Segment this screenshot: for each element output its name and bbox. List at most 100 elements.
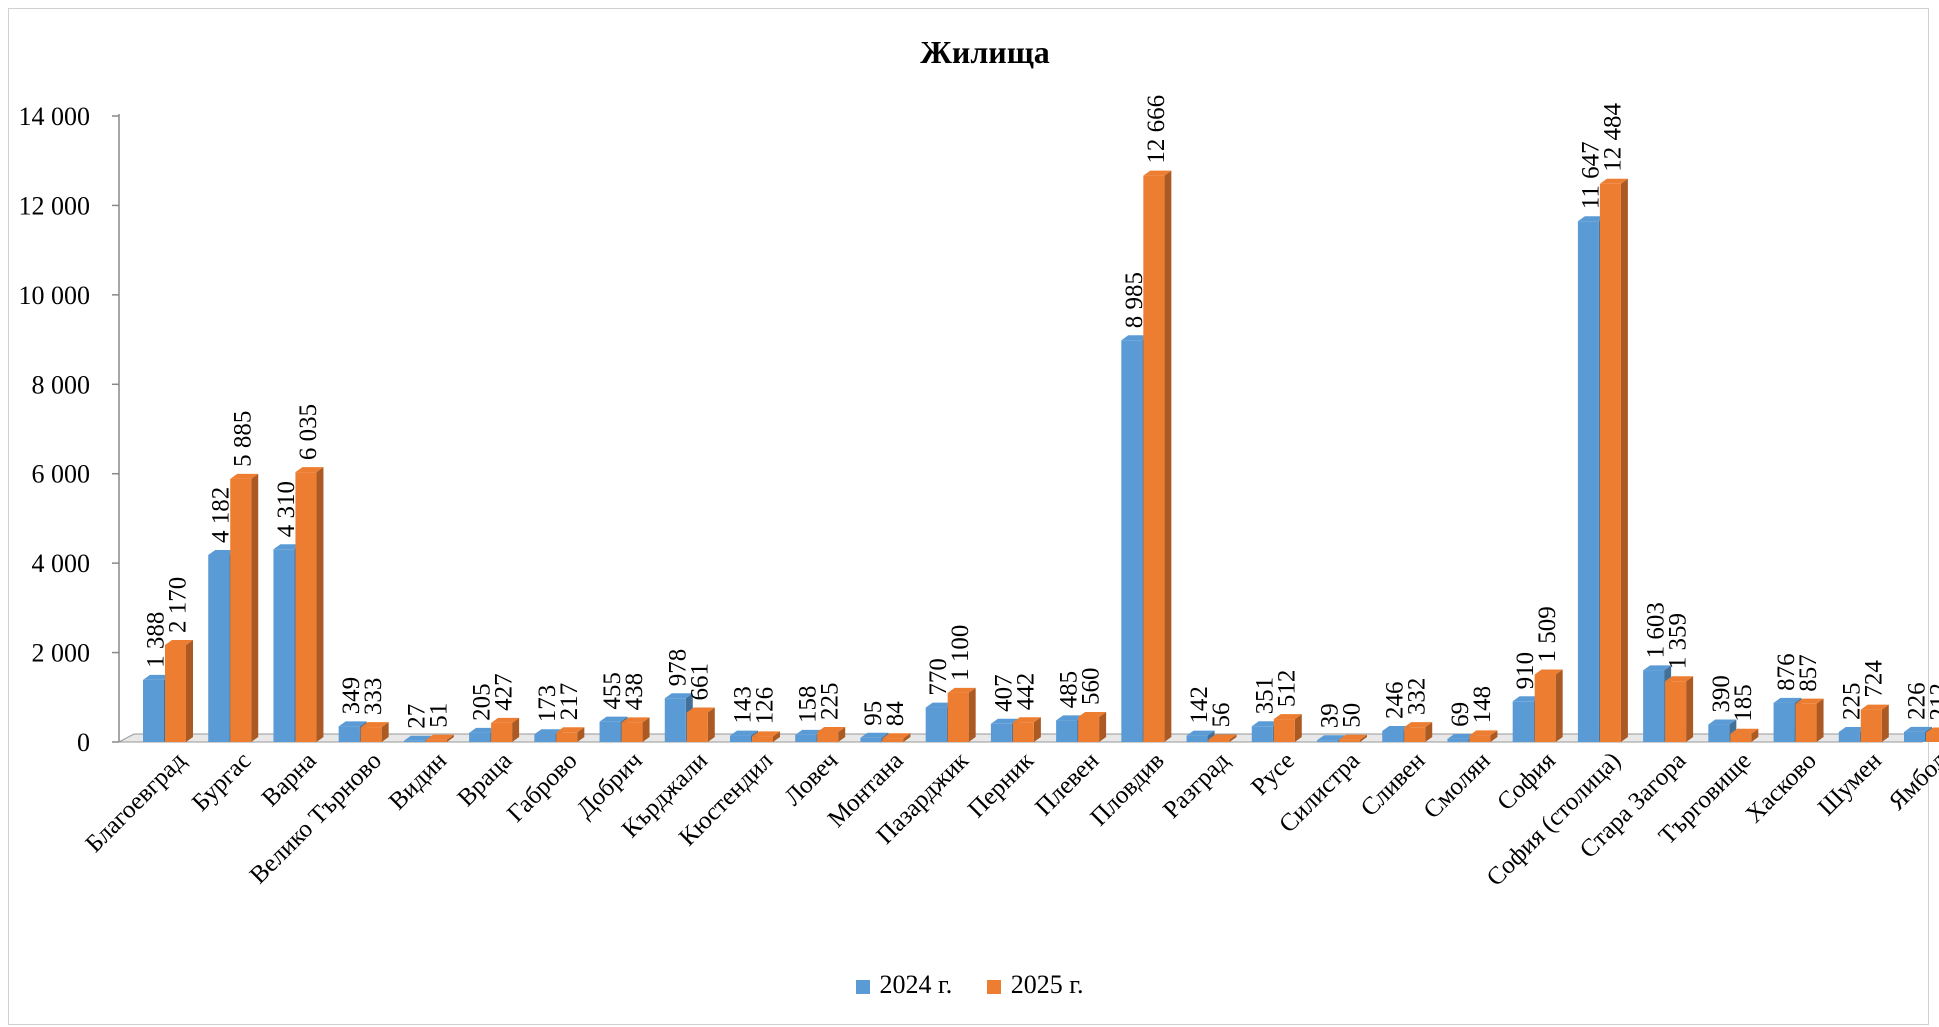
- bar: [817, 726, 846, 742]
- data-label: 226: [1904, 682, 1931, 720]
- bar-front: [1469, 735, 1491, 742]
- bar-top: [273, 544, 302, 550]
- bar-front: [491, 722, 513, 742]
- bar-front: [1577, 221, 1599, 742]
- bar-top: [360, 722, 389, 728]
- data-label: 95: [860, 701, 887, 726]
- bar-front: [1730, 733, 1752, 742]
- bar-front: [1012, 722, 1034, 742]
- bar-top: [599, 716, 628, 722]
- bar-top: [1273, 714, 1302, 720]
- bar: [491, 717, 520, 742]
- bar-front: [1534, 674, 1556, 742]
- data-label: 438: [621, 673, 648, 711]
- data-label: 50: [1339, 703, 1366, 728]
- bar-front: [1404, 727, 1426, 742]
- bar-top: [403, 735, 432, 741]
- x-tick-label: Сливен: [1356, 747, 1431, 822]
- bar: [752, 731, 780, 742]
- bar-front: [1904, 731, 1925, 742]
- bar-front: [338, 726, 360, 742]
- bar-front: [664, 698, 686, 742]
- data-label: 225: [817, 682, 844, 720]
- data-label: 390: [1708, 675, 1735, 713]
- bar-side: [1294, 714, 1302, 742]
- bar-top: [1078, 711, 1107, 717]
- bar: [1273, 714, 1302, 742]
- data-label: 51: [425, 703, 452, 728]
- bar-top: [491, 717, 520, 723]
- data-label: 661: [686, 663, 713, 701]
- bar-top: [1382, 726, 1411, 732]
- bar: [1469, 730, 1498, 742]
- bar-front: [1056, 720, 1078, 742]
- data-label: 770: [925, 658, 952, 696]
- x-tick-label: Перник: [963, 747, 1040, 824]
- legend-item-2024: 2024 г.: [855, 970, 952, 1000]
- bar-top: [1208, 734, 1237, 740]
- bar-top: [1186, 730, 1215, 736]
- data-label: 12 666: [1143, 95, 1170, 164]
- bar-side: [381, 722, 389, 742]
- x-tick-label: Бургас: [187, 747, 256, 816]
- bar-top: [534, 729, 563, 735]
- bar-front: [1121, 340, 1143, 742]
- bar-top: [1512, 696, 1541, 702]
- bar-side: [1099, 711, 1107, 742]
- y-tick-label: 0: [77, 728, 90, 757]
- data-label: 512: [1273, 670, 1300, 708]
- bar-side: [1620, 178, 1628, 742]
- bar-side: [1881, 704, 1889, 742]
- bar-front: [425, 739, 447, 742]
- data-label: 2 170: [165, 577, 192, 633]
- bar: [360, 722, 389, 742]
- bar-side: [1360, 734, 1367, 742]
- bar-top: [1534, 669, 1563, 675]
- bar-top: [1838, 726, 1867, 732]
- data-label: 1 388: [143, 612, 170, 668]
- legend-swatch-2024: [855, 980, 870, 995]
- bar: [1534, 669, 1563, 742]
- legend-swatch-2025: [986, 980, 1001, 995]
- bar-front: [273, 549, 295, 742]
- bar: [1730, 728, 1759, 742]
- bar-front: [752, 736, 773, 742]
- bar-top: [469, 727, 498, 733]
- data-label: 27: [403, 704, 430, 729]
- data-label: 442: [1012, 673, 1039, 711]
- data-label: 6 035: [295, 404, 322, 460]
- bar: [1404, 722, 1433, 742]
- data-label: 724: [1860, 660, 1887, 698]
- data-label: 11 647: [1577, 141, 1604, 209]
- bar-top: [338, 721, 367, 727]
- x-tick-label: Хасково: [1741, 747, 1822, 828]
- bar: [1860, 704, 1889, 742]
- legend-label-2025: 2025 г.: [1010, 970, 1084, 1000]
- bar-top: [1577, 216, 1606, 222]
- bar-top: [1469, 730, 1498, 736]
- bar-top: [686, 707, 715, 713]
- y-tick-label: 8 000: [32, 370, 91, 399]
- bar-top: [208, 550, 237, 556]
- x-tick-label: Шумен: [1813, 747, 1887, 821]
- bar-front: [730, 735, 751, 742]
- bar-front: [1251, 726, 1273, 742]
- bar-top: [1665, 676, 1694, 682]
- bar-top: [1795, 698, 1824, 704]
- bar-front: [556, 732, 578, 742]
- bar-top: [1904, 726, 1932, 732]
- bar-front: [1708, 724, 1730, 742]
- bar-side: [577, 727, 585, 742]
- data-label: 158: [795, 685, 822, 723]
- bar-front: [1186, 735, 1208, 742]
- data-label: 4 182: [208, 487, 235, 543]
- bar-front: [860, 737, 882, 742]
- bar-side: [446, 734, 454, 742]
- y-tick-label: 10 000: [19, 281, 91, 310]
- bar-front: [1208, 739, 1230, 742]
- bar-front: [1382, 731, 1404, 742]
- data-label: 560: [1078, 667, 1105, 705]
- bar-side: [316, 467, 324, 742]
- data-label: 876: [1773, 653, 1800, 691]
